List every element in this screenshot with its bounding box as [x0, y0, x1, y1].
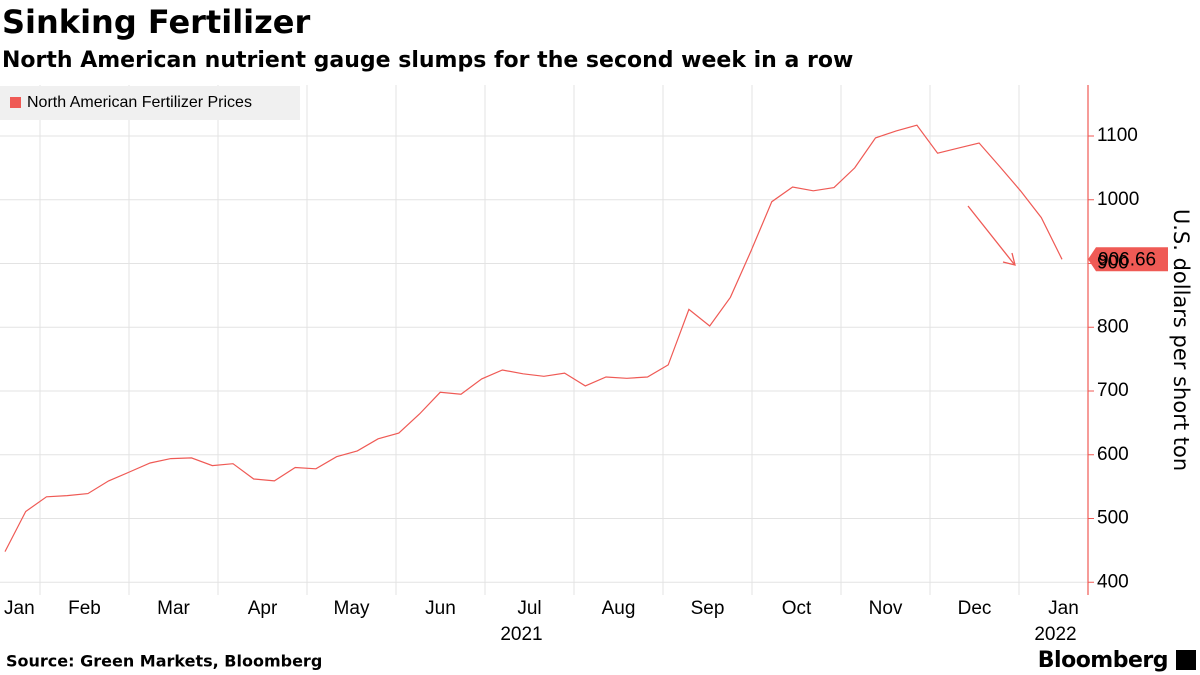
- annotation-arrow: [967, 205, 1015, 265]
- price-line: [4, 124, 1063, 552]
- x-tick-label: Sep: [691, 598, 725, 619]
- value-label: 906.66: [1098, 249, 1156, 270]
- x-tick-label: Feb: [68, 598, 101, 619]
- x-tick-label: Jul: [517, 598, 541, 619]
- y-tick-label: 700: [1097, 380, 1129, 401]
- chart-subtitle: North American nutrient gauge slumps for…: [2, 48, 853, 73]
- y-tick-label: 400: [1097, 571, 1129, 592]
- value-label-box: [1088, 247, 1168, 272]
- x-tick-label: Nov: [869, 598, 903, 619]
- legend-swatch: [10, 97, 21, 108]
- legend-label: North American Fertilizer Prices: [27, 94, 252, 111]
- brand-icon: [1176, 650, 1196, 670]
- y-tick-label: 800: [1097, 316, 1129, 337]
- legend-box: [0, 86, 300, 120]
- x-tick-label: Jan: [4, 598, 35, 619]
- x-tick-label: Jan: [1048, 598, 1079, 619]
- x-tick-sublabel: 2021: [500, 624, 542, 645]
- marks: [4, 124, 1168, 552]
- y-tick-label: 1000: [1097, 189, 1139, 210]
- x-tick-label: Oct: [782, 598, 812, 619]
- grid: [0, 85, 1094, 595]
- x-tick-label: May: [334, 598, 370, 619]
- y-tick-label: 600: [1097, 444, 1129, 465]
- chart-title: Sinking Fertilizer: [2, 3, 310, 41]
- brand: Bloomberg: [1038, 648, 1168, 673]
- source: Source: Green Markets, Bloomberg: [6, 652, 322, 671]
- x-tick-label: Apr: [248, 598, 278, 619]
- x-tick-label: Mar: [157, 598, 190, 619]
- y-tick-label: 500: [1097, 508, 1129, 529]
- x-tick-label: Aug: [602, 598, 636, 619]
- y-tick-label: 900: [1097, 253, 1129, 274]
- y-axis-label: U.S. dollars per short ton: [1169, 209, 1193, 471]
- x-tick-label: Dec: [958, 598, 992, 619]
- x-tick-sublabel: 2022: [1034, 624, 1076, 645]
- x-tick-label: Jun: [425, 598, 456, 619]
- y-tick-label: 1100: [1097, 125, 1138, 146]
- annotation-arrowhead: [1002, 252, 1016, 266]
